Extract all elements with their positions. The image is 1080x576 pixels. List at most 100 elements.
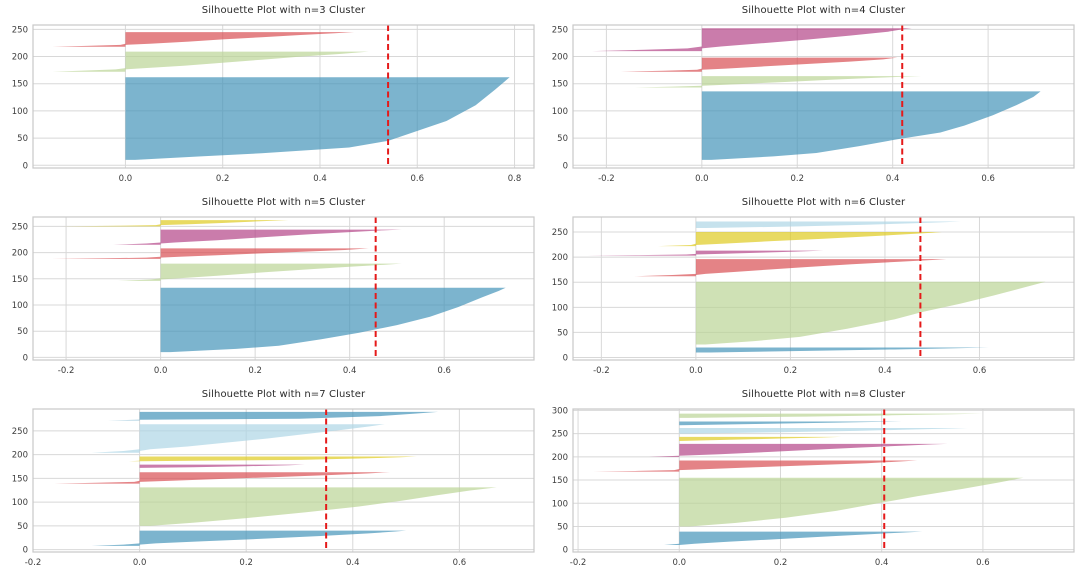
plot-cell-n7: -0.2 0.0 0.2 0.4 0.6 0 50 100 150 200 250 Silhouet… xyxy=(0,384,540,576)
silhouette-cluster-2 xyxy=(620,57,898,72)
silhouette-cluster-1 xyxy=(139,487,497,526)
plot-cell-n8: -0.2 0.0 0.2 0.4 0.6 0 50 100 150 200 250 300 Silho… xyxy=(540,384,1080,576)
y-tick-label: 100 xyxy=(12,301,28,311)
silhouette-cluster-3 xyxy=(113,229,402,245)
silhouette-cluster-4 xyxy=(658,232,942,247)
silhouette-cluster-0 xyxy=(160,287,506,353)
y-tick-label: 100 xyxy=(12,107,28,117)
y-tick-label: 0 xyxy=(563,161,568,171)
silhouette-cluster-0 xyxy=(695,347,989,353)
y-tick-label: 200 xyxy=(552,453,568,463)
x-tick-label: -0.2 xyxy=(598,174,615,184)
plot-cell-n6: -0.2 0.0 0.2 0.4 0.6 0 50 100 150 200 250 Silhouet… xyxy=(540,192,1080,384)
x-tick-label: 0.0 xyxy=(154,366,168,376)
y-tick-label: 250 xyxy=(552,25,568,35)
y-tick-label: 0 xyxy=(23,161,28,171)
y-tick-label: 200 xyxy=(552,253,568,263)
silhouette-cluster-3 xyxy=(587,250,824,256)
silhouette-cluster-0 xyxy=(701,91,1041,160)
silhouette-cluster-1 xyxy=(635,76,922,88)
silhouette-cluster-2 xyxy=(51,248,369,259)
x-tick-label: 0.0 xyxy=(695,174,709,184)
y-tick-label: 0 xyxy=(23,353,28,363)
silhouette-cluster-0 xyxy=(125,77,510,160)
plot-border xyxy=(32,216,535,361)
plot-border xyxy=(572,216,1075,361)
plot-cell-n5: -0.2 0.0 0.2 0.4 0.6 0 50 100 150 200 250 Silhouet… xyxy=(0,192,540,384)
y-tick-label: 150 xyxy=(12,80,28,90)
y-tick-label: 200 xyxy=(552,53,568,63)
x-tick-label: 0.6 xyxy=(973,366,987,376)
x-tick-label: 0.0 xyxy=(673,558,687,568)
y-tick-label: 50 xyxy=(557,134,568,144)
y-tick-label: 200 xyxy=(12,451,28,461)
plot-n3-canvas: 0.0 0.2 0.4 0.6 0.8 0 50 100 150 200 250 xyxy=(12,24,535,184)
plot-border xyxy=(32,24,535,169)
plot-border xyxy=(572,24,1075,169)
plot-title-n4: Silhouette Plot with n=4 Cluster xyxy=(741,5,906,16)
plot-cell-n4: -0.2 0.0 0.2 0.4 0.6 0 50 100 150 200 250 Silhouet… xyxy=(540,0,1080,192)
silhouette-cluster-6 xyxy=(679,421,902,426)
y-tick-label: 50 xyxy=(17,522,28,532)
x-tick-label: 0.2 xyxy=(216,174,230,184)
x-tick-label: 0.2 xyxy=(790,174,804,184)
plot-n4-canvas: -0.2 0.0 0.2 0.4 0.6 0 50 100 150 200 250 xyxy=(552,24,1075,184)
plot-border xyxy=(572,408,1075,553)
y-tick-label: 100 xyxy=(552,107,568,117)
y-tick-label: 50 xyxy=(17,327,28,337)
x-tick-label: 0.0 xyxy=(689,366,703,376)
silhouette-cluster-3 xyxy=(592,28,912,52)
x-tick-label: 0.2 xyxy=(248,366,262,376)
y-tick-label: 150 xyxy=(12,275,28,285)
x-tick-label: 0.4 xyxy=(878,366,892,376)
y-tick-label: 100 xyxy=(552,303,568,313)
y-tick-label: 0 xyxy=(23,546,28,556)
silhouette-cluster-1 xyxy=(679,477,1024,527)
silhouette-cluster-3 xyxy=(648,443,948,457)
silhouette-cluster-4 xyxy=(61,220,289,227)
y-tick-label: 250 xyxy=(12,222,28,232)
y-tick-label: 250 xyxy=(12,25,28,35)
x-tick-label: -0.2 xyxy=(25,558,42,568)
plot-n5-canvas: -0.2 0.0 0.2 0.4 0.6 0 50 100 150 200 250 xyxy=(12,216,535,376)
plot-title-n8: Silhouette Plot with n=8 Cluster xyxy=(741,389,906,400)
x-tick-label: 0.2 xyxy=(239,558,253,568)
x-tick-label: 0.0 xyxy=(133,558,147,568)
y-tick-label: 50 xyxy=(557,522,568,532)
x-tick-label: 0.4 xyxy=(343,366,357,376)
x-tick-label: 0.4 xyxy=(886,174,900,184)
silhouette-cluster-0 xyxy=(664,531,923,546)
x-tick-label: 0.4 xyxy=(346,558,360,568)
y-tick-label: 0 xyxy=(563,353,568,363)
x-tick-label: 0.2 xyxy=(774,558,788,568)
x-tick-label: 0.4 xyxy=(313,174,327,184)
plot-title-n7: Silhouette Plot with n=7 Cluster xyxy=(201,389,366,400)
y-tick-label: 50 xyxy=(17,134,28,144)
x-tick-label: 0.6 xyxy=(981,174,995,184)
y-tick-label: 150 xyxy=(12,474,28,484)
plot-n6-canvas: -0.2 0.0 0.2 0.4 0.6 0 50 100 150 200 250 xyxy=(552,216,1075,376)
y-tick-label: 250 xyxy=(552,430,568,440)
y-tick-label: 200 xyxy=(12,53,28,63)
y-tick-label: 0 xyxy=(563,546,568,556)
x-tick-label: 0.0 xyxy=(119,174,133,184)
silhouette-cluster-2 xyxy=(52,32,355,47)
y-tick-label: 150 xyxy=(552,476,568,486)
x-tick-label: -0.2 xyxy=(593,366,610,376)
silhouette-cluster-1 xyxy=(695,281,1046,345)
plot-border xyxy=(32,408,535,553)
silhouette-cluster-5 xyxy=(695,221,961,229)
y-tick-label: 200 xyxy=(12,249,28,259)
y-tick-label: 100 xyxy=(552,499,568,509)
y-tick-label: 150 xyxy=(552,80,568,90)
y-tick-label: 300 xyxy=(552,406,568,416)
x-tick-label: 0.6 xyxy=(453,558,467,568)
silhouette-cluster-2 xyxy=(593,460,918,472)
y-tick-label: 50 xyxy=(557,328,568,338)
x-tick-label: 0.4 xyxy=(875,558,889,568)
y-tick-label: 150 xyxy=(552,278,568,288)
silhouette-cluster-5 xyxy=(91,424,385,453)
plot-title-n5: Silhouette Plot with n=5 Cluster xyxy=(201,197,366,208)
silhouette-cluster-0 xyxy=(91,530,407,546)
